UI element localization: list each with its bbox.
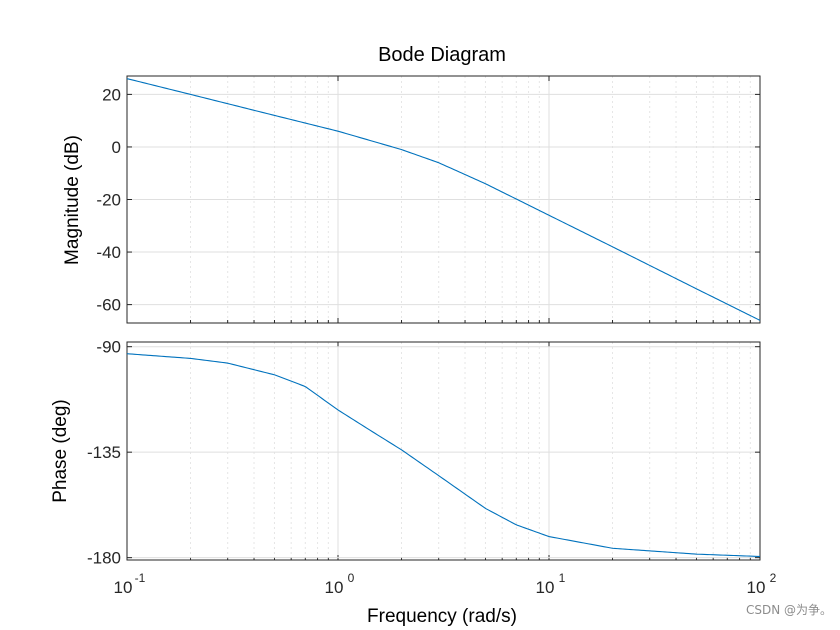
phase-series-line: [126, 353, 761, 558]
magnitude-y-tick-label: 20: [102, 85, 121, 104]
phase-axes-background: [126, 341, 761, 561]
x-tick-label: 10: [325, 578, 344, 597]
magnitude-y-tick-label: -60: [96, 296, 121, 315]
x-tick-exponent: 2: [770, 571, 777, 585]
phase-y-tick-label: -135: [87, 443, 121, 462]
phase-y-tick-label: -90: [96, 338, 121, 357]
x-tick-label: 10: [747, 578, 766, 597]
magnitude-ylabel: Magnitude (dB): [62, 135, 83, 265]
magnitude-subplot: 20 0 -20 -40 -60: [96, 75, 761, 324]
frequency-axis: 10 -1 10 0 10 1 10 2: [114, 571, 777, 597]
magnitude-y-tick-label: 0: [112, 138, 121, 157]
phase-axes-frame: [126, 341, 761, 561]
magnitude-axes-frame: [126, 75, 761, 324]
x-tick-label: 10: [114, 578, 133, 597]
phase-subplot: -90 -135 -180: [87, 338, 761, 568]
x-tick-exponent: 1: [559, 571, 566, 585]
phase-y-tick-label: -180: [87, 549, 121, 568]
chart-title: Bode Diagram: [378, 44, 506, 66]
x-tick-exponent: 0: [348, 571, 355, 585]
x-axis-label: Frequency (rad/s): [367, 606, 517, 627]
magnitude-y-tick-label: -20: [96, 191, 121, 210]
watermark-text: CSDN @为争。: [746, 603, 832, 617]
x-tick-label: 10: [536, 578, 555, 597]
magnitude-y-tick-label: -40: [96, 243, 121, 262]
x-tick-exponent: -1: [135, 571, 146, 585]
phase-ylabel: Phase (deg): [50, 399, 71, 503]
magnitude-series-line: [126, 78, 761, 321]
